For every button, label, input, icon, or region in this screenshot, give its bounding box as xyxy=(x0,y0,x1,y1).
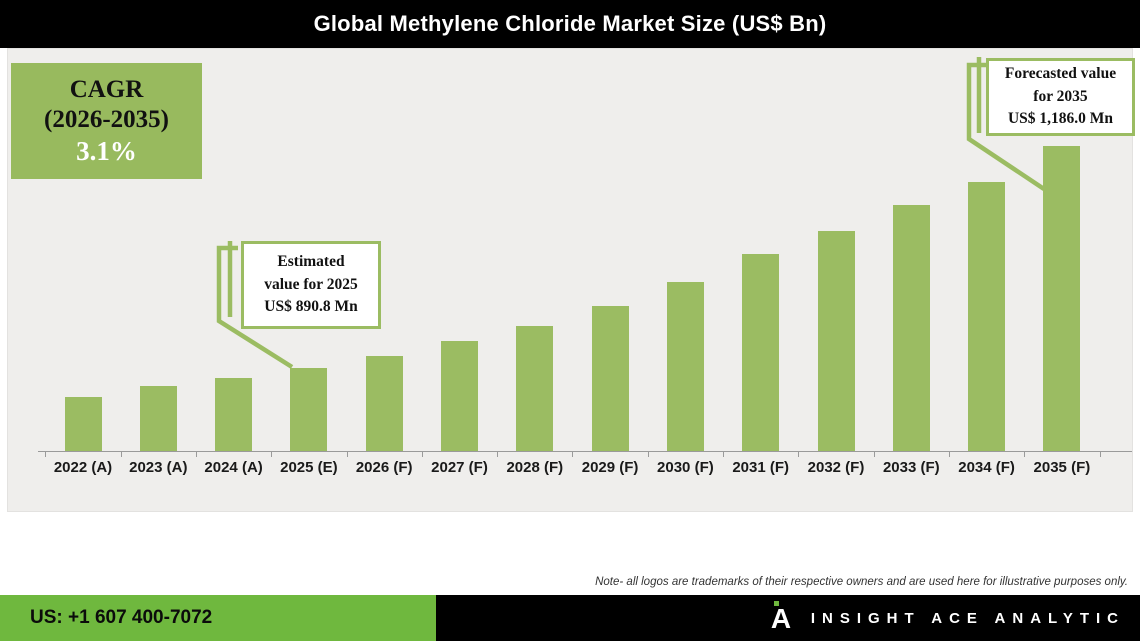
cagr-value: 3.1% xyxy=(76,135,137,166)
x-axis-label: 2023 (A) xyxy=(129,459,188,476)
x-axis-line xyxy=(38,451,1132,452)
x-axis-label: 2035 (F) xyxy=(1033,459,1091,476)
insight-ace-logo-icon: A xyxy=(771,601,797,635)
chart-panel: 2022 (A) 2023 (A) 2024 (A) 2025 (E) 2026 (F)… xyxy=(7,48,1135,512)
callout-line: value for 2025 xyxy=(264,275,358,293)
footer-brand: A INSIGHT ACE ANALYTIC xyxy=(771,595,1125,641)
chart-bar-2035-f- xyxy=(1043,146,1081,451)
footer-bar: US: +1 607 400-7072 A INSIGHT ACE ANALYT… xyxy=(0,595,1140,641)
chart-bar-2031-f- xyxy=(742,254,780,451)
x-axis-label: 2031 (F) xyxy=(732,459,790,476)
callout-forecast-2035: Forecasted value for 2035 US$ 1,186.0 Mn xyxy=(986,58,1135,136)
x-axis-label: 2025 (E) xyxy=(280,459,338,476)
footer-company-name: INSIGHT ACE ANALYTIC xyxy=(810,609,1125,627)
callout-leader-lines xyxy=(216,57,1046,369)
logo-green-dot xyxy=(773,601,779,606)
callout-line: Forecasted value xyxy=(1004,65,1117,83)
page-title: Global Methylene Chloride Market Size (U… xyxy=(313,11,827,36)
cagr-box: CAGR (2026-2035) 3.1% xyxy=(11,63,202,179)
x-axis-label: 2030 (F) xyxy=(657,459,714,476)
axis-tick xyxy=(1099,451,1101,457)
chart-bar-2034-f- xyxy=(968,182,1006,451)
contributors-strip: Market Contributors: AkzoNobel EΛSTMΛN K… xyxy=(0,512,1140,573)
axis-tick xyxy=(346,451,348,457)
chart-bar-2024-a- xyxy=(215,378,253,451)
logo-a-monogram: A xyxy=(770,603,792,634)
chart-bar-2022-a- xyxy=(64,397,102,451)
x-axis-label: 2032 (F) xyxy=(807,459,865,476)
x-axis-label: 2029 (F) xyxy=(581,459,639,476)
axis-tick xyxy=(873,451,875,457)
callout-line: Estimated xyxy=(277,253,345,271)
x-axis-label: 2027 (F) xyxy=(431,459,488,476)
chart-bar-2032-f- xyxy=(817,231,855,451)
axis-tick xyxy=(798,451,800,457)
callout-line: for 2035 xyxy=(1033,87,1088,105)
footer-phone: US: +1 607 400-7072 xyxy=(30,607,213,628)
chart-bar-2027-f- xyxy=(441,341,478,451)
callout-value: US$ 890.8 Mn xyxy=(264,298,358,316)
axis-tick xyxy=(497,451,499,457)
axis-tick xyxy=(195,451,197,457)
x-axis-label: 2028 (F) xyxy=(506,459,564,476)
chart-bar-2028-f- xyxy=(516,326,554,451)
x-axis-label: 2022 (A) xyxy=(53,459,113,476)
axis-tick xyxy=(271,451,273,457)
cagr-title: CAGR xyxy=(69,75,144,103)
trademark-note: Note- all logos are trademarks of their … xyxy=(595,576,1128,588)
axis-tick xyxy=(120,451,122,457)
axis-tick xyxy=(647,451,649,457)
chart-bar-2023-a- xyxy=(139,386,177,451)
title-bar: Global Methylene Chloride Market Size (U… xyxy=(0,0,1140,48)
footer-phone-block: US: +1 607 400-7072 xyxy=(0,595,436,641)
axis-tick xyxy=(45,451,47,457)
chart-bar-2029-f- xyxy=(591,306,629,451)
chart-bar-2030-f- xyxy=(666,282,704,451)
callout-estimated-2025: Estimated value for 2025 US$ 890.8 Mn xyxy=(241,241,381,329)
x-axis-label: 2024 (A) xyxy=(204,459,263,476)
x-axis-label: 2033 (F) xyxy=(882,459,940,476)
cagr-period: (2026-2035) xyxy=(44,105,169,133)
axis-tick xyxy=(723,451,725,457)
x-axis-label: 2034 (F) xyxy=(958,459,1015,476)
axis-tick xyxy=(1024,451,1026,457)
axis-tick xyxy=(948,451,950,457)
chart-bar-2025-e- xyxy=(290,368,328,451)
chart-bar-2026-f- xyxy=(365,356,403,451)
axis-tick xyxy=(421,451,423,457)
axis-tick xyxy=(572,451,574,457)
chart-bar-2033-f- xyxy=(892,205,930,451)
x-axis-label: 2026 (F) xyxy=(355,459,413,476)
callout-value: US$ 1,186.0 Mn xyxy=(1007,110,1114,128)
